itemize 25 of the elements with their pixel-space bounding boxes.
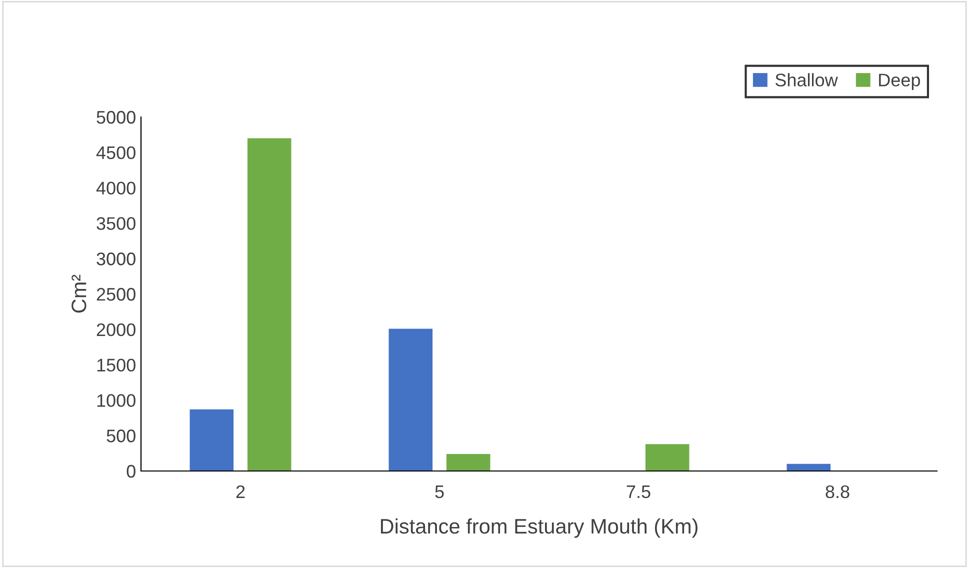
- y-tick-label: 1500: [97, 358, 136, 372]
- bar: [786, 464, 831, 471]
- x-tick-label: 2: [236, 485, 245, 498]
- y-tick-label: 4000: [96, 182, 136, 195]
- bar: [388, 328, 433, 471]
- y-tick-label: 2000: [96, 323, 136, 336]
- y-tick-label: 0: [126, 464, 136, 478]
- y-tick-label: 5000: [96, 110, 136, 124]
- x-tick-label: 8.8: [826, 485, 850, 498]
- legend-label: Deep: [879, 74, 920, 90]
- y-tick-label: 1000: [97, 394, 136, 407]
- y-tick-label: 4500: [96, 146, 136, 160]
- legend-label: Shallow: [775, 73, 838, 86]
- bar: [446, 454, 490, 471]
- y-tick-label: 500: [106, 430, 136, 442]
- y-tick-label: 3500: [96, 217, 136, 230]
- bar: [247, 138, 292, 471]
- x-tick-label: 7.5: [626, 486, 650, 498]
- x-axis-title: Distance from Estuary Mouth (Km): [380, 518, 698, 538]
- x-tick-label: 5: [435, 486, 444, 498]
- bar: [190, 409, 234, 471]
- y-tick-label: 2500: [96, 288, 136, 301]
- y-tick-label: 3000: [96, 252, 136, 266]
- y-axis-title: Cm²: [72, 274, 86, 313]
- bar: [645, 444, 690, 471]
